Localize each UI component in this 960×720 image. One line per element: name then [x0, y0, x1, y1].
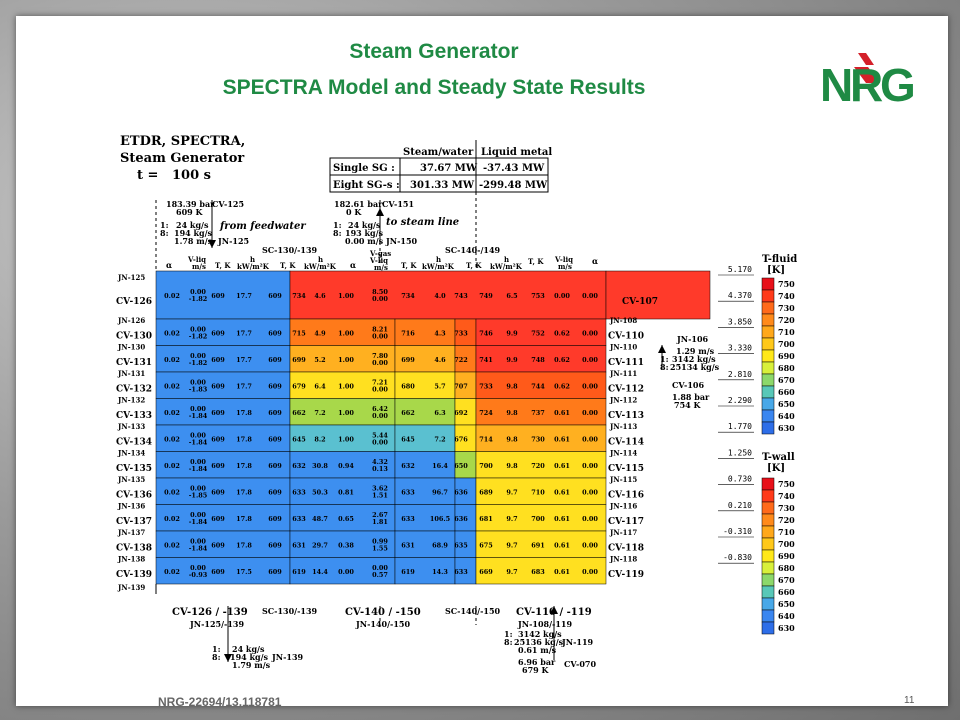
logo-text-r: R — [850, 59, 883, 109]
slide — [16, 16, 948, 706]
nrg-logo: N R G — [820, 53, 916, 109]
logo-r-mark2 — [858, 53, 874, 65]
slide-subtitle: SPECTRA Model and Steady State Results — [222, 76, 646, 99]
logo-text-g: G — [880, 59, 916, 109]
logo-text: N — [820, 59, 851, 109]
footer-reference: NRG-22694/13.118781 — [158, 695, 282, 709]
slide-title: Steam Generator — [349, 40, 519, 63]
page-number: 11 — [904, 695, 915, 706]
logo-r-mark — [854, 67, 880, 83]
